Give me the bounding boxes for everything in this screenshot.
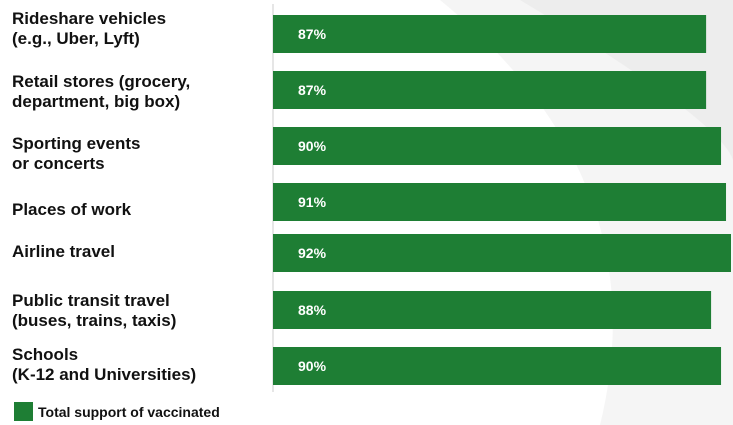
category-label-schools: Schools (K-12 and Universities) [12,345,197,384]
bar-value-label-sporting: 90% [298,138,327,154]
bars-group: 87% 87% 90% 91% 92% 88% 90% [273,15,731,385]
category-label-retail: Retail stores (grocery, department, big … [12,72,191,111]
bar-rideshare [273,15,707,53]
bar-value-label-airline: 92% [298,245,327,261]
category-label-sporting: Sporting events or concerts [12,134,141,173]
legend: Total support of vaccinated [14,402,220,421]
bar-schools [273,347,722,385]
category-label-airline: Airline travel [12,242,115,261]
category-label-work: Places of work [12,200,132,219]
bar-retail [273,71,707,109]
category-label-rideshare: Rideshare vehicles (e.g., Uber, Lyft) [12,9,167,48]
bar-airline [273,234,731,272]
category-label-public-transit: Public transit travel (buses, trains, ta… [12,291,177,330]
bar-value-label-work: 91% [298,194,327,210]
bar-value-label-schools: 90% [298,358,327,374]
bar-value-label-retail: 87% [298,82,327,98]
bar-work [273,183,727,221]
bar-public-transit [273,291,712,329]
legend-label: Total support of vaccinated [38,403,220,420]
bar-value-label-public-transit: 88% [298,302,327,318]
bar-value-label-rideshare: 87% [298,26,327,42]
bar-sporting [273,127,722,165]
legend-swatch [14,402,33,421]
